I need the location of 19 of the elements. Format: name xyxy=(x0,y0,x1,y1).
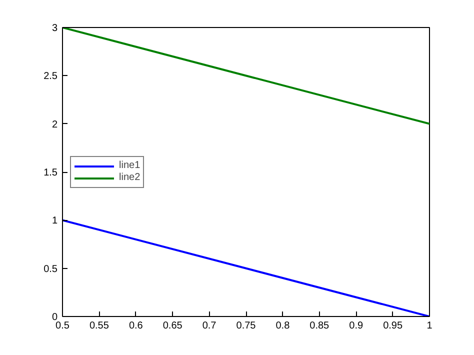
x-tick-label: 0.65 xyxy=(162,320,183,332)
x-tick-label: 0.75 xyxy=(236,320,256,332)
y-tick-label: 1.5 xyxy=(44,168,58,178)
y-tick-label: 2 xyxy=(52,119,58,130)
y-tick-label: 2.5 xyxy=(44,71,58,82)
y-tick-label: 0.5 xyxy=(44,264,58,275)
y-tick-label: 1 xyxy=(52,216,58,227)
x-tick-label: 0.8 xyxy=(276,320,290,332)
x-tick-label: 0.6 xyxy=(128,320,144,332)
x-tick-label: 1 xyxy=(426,320,433,332)
legend-label: line1 xyxy=(119,160,140,172)
legend-label: line2 xyxy=(119,172,140,184)
x-tick-label: 0.95 xyxy=(383,320,403,332)
x-tick-label: 0.55 xyxy=(89,320,110,332)
x-tick-label: 0.85 xyxy=(310,320,330,332)
x-tick-label: 0.7 xyxy=(202,320,217,332)
y-tick-label: 0 xyxy=(52,312,58,323)
x-tick-label: 0.9 xyxy=(349,320,364,332)
y-tick-label: 3 xyxy=(52,23,58,34)
